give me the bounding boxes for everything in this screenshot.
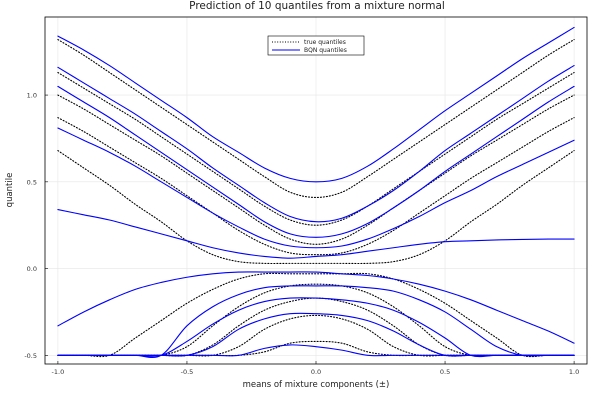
x-ticks: -1.0 -0.5 0.0 0.5 1.0 — [52, 361, 579, 376]
x-tick-label: -1.0 — [52, 368, 65, 376]
legend-label-true: true quantiles — [304, 39, 346, 46]
x-axis-label: means of mixture components (±) — [243, 380, 390, 390]
grid — [45, 17, 587, 364]
true-quantile-line-3 — [57, 117, 575, 256]
x-tick-label: -0.5 — [181, 368, 194, 376]
bqn-quantile-line-12 — [57, 85, 575, 238]
y-axis-label: quantile — [5, 173, 15, 208]
true-quantile-line-2 — [57, 94, 575, 245]
series-layer — [57, 26, 575, 359]
y-tick-label: 0.0 — [27, 265, 37, 273]
y-tick-label: 0.5 — [27, 178, 37, 186]
bqn-quantile-line-10 — [57, 26, 575, 183]
true-quantile-line-5 — [57, 272, 575, 358]
legend-label-bqn: BQN quantiles — [304, 47, 347, 54]
bqn-quantile-line-15 — [57, 271, 575, 344]
y-tick-label: -0.5 — [24, 352, 37, 360]
true-quantile-line-4 — [57, 150, 575, 265]
bqn-quantile-line-19 — [57, 344, 575, 357]
y-ticks: -0.5 0.0 0.5 1.0 — [24, 92, 48, 360]
legend: true quantiles BQN quantiles — [267, 35, 365, 56]
bqn-quantile-line-14 — [57, 209, 575, 259]
x-tick-label: 0.5 — [440, 368, 450, 376]
bqn-quantile-line-11 — [57, 65, 575, 223]
x-tick-label: 0.0 — [311, 368, 321, 376]
bqn-quantile-line-13 — [57, 127, 575, 249]
true-quantile-line-0 — [57, 39, 575, 198]
x-tick-label: 1.0 — [569, 368, 579, 376]
y-tick-label: 1.0 — [27, 92, 37, 100]
true-quantile-line-1 — [57, 71, 575, 226]
chart-title: Prediction of 10 quantiles from a mixtur… — [189, 0, 445, 12]
